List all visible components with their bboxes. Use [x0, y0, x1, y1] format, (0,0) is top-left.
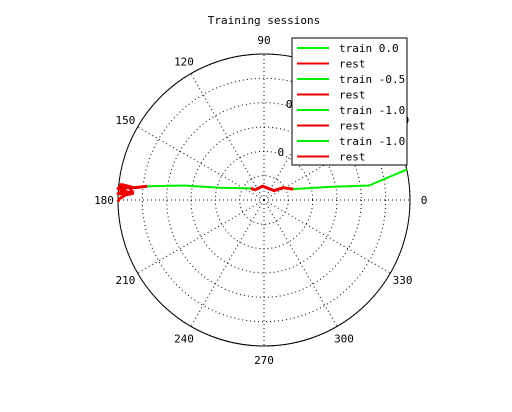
legend-label: train -1.0	[339, 135, 405, 148]
angle-tick-label: 90	[257, 34, 270, 47]
legend-label: train -1.0	[339, 104, 405, 117]
grid-ring	[166, 102, 362, 298]
angle-tick-label: 150	[115, 114, 135, 127]
angle-tick-label: 300	[334, 333, 354, 346]
radial-tick-labels: 00	[278, 98, 293, 159]
legend: train 0.0 rest train -0.5 rest train -1.0 res…	[291, 37, 408, 166]
radial-tick-label: 0	[278, 146, 285, 159]
chart-title: Training sessions	[208, 14, 321, 27]
radial-tick-label: 0	[286, 98, 293, 111]
series-line	[116, 183, 148, 203]
angle-tick-label: 210	[115, 274, 135, 287]
angle-tick-label: 0	[421, 194, 428, 207]
legend-label: rest	[339, 120, 366, 133]
grid-ring	[141, 77, 387, 323]
legend-box	[291, 37, 408, 166]
legend-label: rest	[339, 58, 366, 71]
grid-spoke	[263, 199, 338, 327]
series-line	[147, 184, 251, 190]
legend-label: rest	[339, 151, 366, 164]
legend-label: train -0.5	[339, 73, 405, 86]
grid-spoke	[190, 73, 265, 201]
grid-spoke	[190, 199, 265, 327]
legend-label: rest	[339, 89, 366, 102]
grid-spoke	[263, 199, 391, 274]
grid-spoke	[137, 199, 265, 274]
angle-tick-label: 120	[174, 55, 194, 68]
series-line	[293, 168, 408, 191]
data-series	[116, 168, 408, 203]
angle-tick-label: 180	[94, 194, 114, 207]
angle-tick-label: 330	[393, 274, 413, 287]
series-line	[250, 184, 294, 193]
angle-tick-label: 240	[174, 333, 194, 346]
angle-tick-label: 270	[254, 354, 274, 367]
legend-label: train 0.0	[339, 42, 399, 55]
